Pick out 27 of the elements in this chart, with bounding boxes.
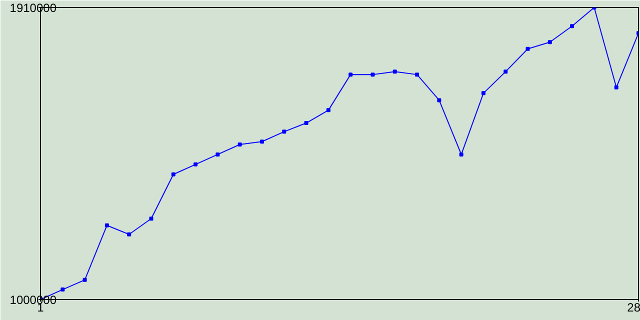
point xyxy=(60,288,65,292)
point xyxy=(304,121,308,126)
point xyxy=(171,172,176,176)
point xyxy=(149,216,154,221)
point xyxy=(481,91,486,96)
point xyxy=(282,130,286,134)
point xyxy=(326,108,330,112)
point xyxy=(194,162,198,166)
point xyxy=(415,72,420,77)
point xyxy=(260,140,264,144)
point xyxy=(127,232,132,236)
point xyxy=(526,46,530,51)
point xyxy=(104,223,109,228)
point xyxy=(437,98,442,102)
point xyxy=(82,278,87,282)
point xyxy=(504,70,508,74)
point xyxy=(614,85,618,90)
point xyxy=(348,72,353,77)
y-tick-label: 1910000 xyxy=(10,1,57,15)
point xyxy=(392,70,397,74)
x-tick-label: 28 xyxy=(627,300,640,314)
point xyxy=(216,152,220,156)
point xyxy=(570,24,574,28)
point xyxy=(548,40,552,44)
point xyxy=(370,72,375,77)
point xyxy=(459,152,464,156)
point xyxy=(238,142,242,147)
